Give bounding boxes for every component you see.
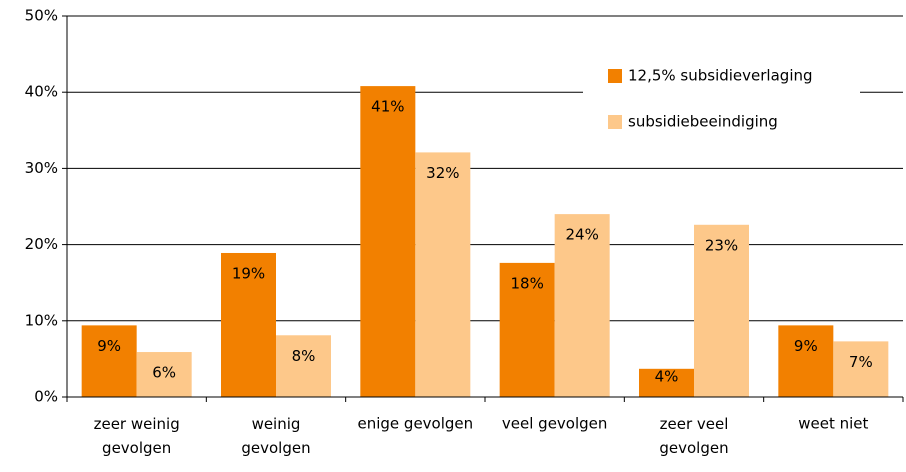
y-tick-label: 30%	[25, 159, 58, 177]
data-label: 7%	[849, 353, 873, 371]
x-tick-label: zeer weinig gevolgen	[94, 415, 180, 457]
data-label: 6%	[152, 364, 176, 382]
bar	[499, 262, 555, 397]
y-tick-label: 50%	[25, 7, 58, 25]
bar	[639, 368, 694, 397]
data-label: 41%	[371, 98, 404, 116]
bar	[360, 86, 416, 397]
data-label: 18%	[510, 274, 543, 292]
data-label: 19%	[232, 264, 265, 282]
data-label: 32%	[426, 164, 459, 182]
bar	[694, 224, 749, 397]
legend-swatch	[608, 69, 622, 83]
data-label: 9%	[97, 337, 121, 355]
bar	[833, 341, 889, 397]
data-label: 8%	[292, 347, 316, 365]
legend-label: 12,5% subsidieverlaging	[628, 67, 813, 85]
legend-box	[583, 55, 860, 145]
legend: 12,5% subsidieverlaging subsidiebeeindigi…	[583, 55, 860, 145]
bar	[221, 252, 276, 397]
bar	[415, 152, 471, 397]
y-tick-label: 20%	[25, 235, 58, 253]
bar	[81, 325, 137, 397]
bar	[778, 325, 834, 397]
x-tick-label: enige gevolgen	[358, 415, 474, 433]
bar	[276, 335, 331, 397]
y-tick-label: 40%	[25, 83, 58, 101]
legend-label: subsidiebeeindiging	[628, 113, 778, 131]
data-label: 4%	[655, 368, 679, 386]
bar	[136, 352, 192, 397]
x-tick-label: weet niet	[798, 415, 868, 433]
data-label: 9%	[794, 337, 818, 355]
data-label: 23%	[705, 236, 738, 254]
y-tick-label: 10%	[25, 311, 58, 329]
x-tick-label: veel gevolgen	[502, 415, 608, 433]
data-label: 24%	[565, 226, 598, 244]
x-tick-label: zeer veel gevolgen	[659, 415, 728, 457]
bar	[554, 214, 610, 397]
legend-swatch	[608, 115, 622, 129]
x-tick-label: weinig gevolgen	[241, 415, 310, 457]
y-tick-label: 0%	[34, 388, 58, 406]
